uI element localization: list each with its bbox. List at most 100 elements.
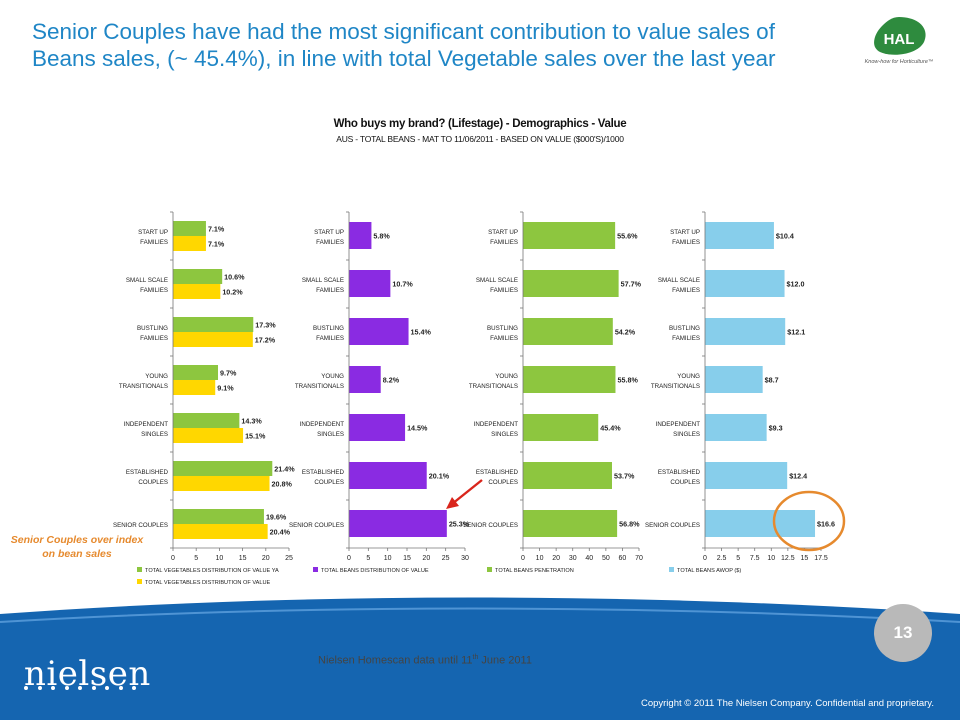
bar — [173, 269, 223, 284]
bar — [523, 366, 616, 393]
x-tick-label: 30 — [569, 555, 577, 562]
bar — [523, 318, 613, 345]
x-tick-label: 0 — [521, 555, 525, 562]
senior-couples-annotation: Senior Couples over index on bean sales — [10, 534, 144, 560]
highlight-circle — [772, 490, 846, 552]
category-label: START UP — [670, 229, 700, 236]
x-tick-label: 7.5 — [750, 555, 760, 562]
bar — [705, 222, 774, 249]
x-tick-label: 0 — [171, 555, 175, 562]
lifestage-bar-charts: START UP FAMILIES SMALL SCALE FAMILIES BUSTL… — [113, 211, 846, 586]
highlight-arrow — [451, 479, 483, 505]
bar — [173, 413, 240, 428]
category-label: TRANSITIONALS — [651, 383, 700, 390]
category-label: SENIOR COUPLES — [463, 522, 518, 529]
x-tick-label: 70 — [635, 555, 643, 562]
data-label: 20.1% — [429, 472, 450, 481]
category-label: BUSTLING — [137, 325, 168, 332]
category-label: SMALL SCALE — [302, 277, 344, 284]
data-label: 7.1% — [208, 240, 225, 249]
category-label: YOUNG — [145, 373, 168, 380]
data-label: 21.4% — [274, 465, 295, 474]
category-label: ESTABLISHED — [658, 469, 701, 476]
chart-title: Who buys my brand? (Lifestage) - Demogra… — [333, 118, 627, 130]
bar — [173, 221, 206, 236]
category-label: FAMILIES — [140, 239, 168, 246]
data-label: 15.1% — [245, 432, 266, 441]
arrow-head-icon — [446, 497, 459, 509]
bar — [705, 366, 763, 393]
x-tick-label: 15 — [403, 555, 411, 562]
data-label: 10.7% — [392, 280, 413, 289]
x-tick-label: 10 — [536, 555, 544, 562]
x-tick-label: 20 — [262, 555, 270, 562]
nielsen-logo: nielsen — [24, 654, 151, 694]
legend-swatch — [313, 567, 318, 572]
category-label: INDEPENDENT — [656, 421, 701, 428]
data-label: 20.8% — [272, 480, 293, 489]
bar — [349, 318, 409, 345]
x-tick-label: 10 — [767, 555, 775, 562]
data-label: 17.2% — [255, 336, 276, 345]
data-label: 9.7% — [220, 369, 237, 378]
category-label: TRANSITIONALS — [295, 383, 344, 390]
data-label: 45.4% — [600, 424, 621, 433]
category-label: FAMILIES — [490, 287, 518, 294]
legend-label: TOTAL BEANS DISTRIBUTION OF VALUE — [321, 568, 429, 574]
x-tick-label: 0 — [347, 555, 351, 562]
x-tick-label: 10 — [384, 555, 392, 562]
bar — [349, 462, 427, 489]
x-tick-label: 40 — [585, 555, 593, 562]
bar — [523, 462, 612, 489]
data-label: 19.6% — [266, 513, 287, 522]
bar — [173, 524, 268, 539]
bar — [705, 414, 767, 441]
data-label: 57.7% — [621, 280, 642, 289]
bar — [349, 510, 447, 537]
category-label: SENIOR COUPLES — [289, 522, 344, 529]
bar — [349, 414, 406, 441]
category-label: BUSTLING — [487, 325, 518, 332]
category-label: COUPLES — [488, 479, 518, 486]
data-label: 10.2% — [222, 288, 243, 297]
data-label: $12.1 — [787, 328, 805, 337]
hal-leaf-icon: HAL — [874, 17, 926, 55]
bar — [523, 222, 616, 249]
data-label: 7.1% — [208, 225, 225, 234]
category-label: START UP — [314, 229, 344, 236]
data-label: 25.3% — [449, 520, 470, 529]
legend-label: TOTAL VEGETABLES DISTRIBUTION OF VALUE Y… — [145, 568, 279, 574]
category-label: FAMILIES — [490, 239, 518, 246]
category-label: FAMILIES — [140, 335, 168, 342]
bar — [173, 365, 219, 380]
category-label: INDEPENDENT — [124, 421, 169, 428]
category-label: FAMILIES — [316, 287, 344, 294]
category-label: SENIOR COUPLES — [645, 522, 700, 529]
data-label: 14.3% — [241, 417, 262, 426]
data-label: 17.3% — [255, 321, 276, 330]
category-label: INDEPENDENT — [300, 421, 345, 428]
data-label: $10.4 — [776, 232, 794, 241]
x-tick-label: 25 — [285, 555, 293, 562]
data-label: 20.4% — [270, 528, 291, 537]
bar — [705, 318, 786, 345]
source-note-sup: th — [472, 654, 479, 661]
category-label: TRANSITIONALS — [469, 383, 518, 390]
slide-number: 13 — [874, 604, 932, 662]
category-label: FAMILIES — [672, 287, 700, 294]
legend-swatch — [137, 579, 142, 584]
legend-swatch — [137, 567, 142, 572]
data-label: 15.4% — [411, 328, 432, 337]
bar — [173, 236, 206, 251]
footer-band — [0, 597, 960, 720]
category-label: TRANSITIONALS — [119, 383, 168, 390]
logo-text: HAL — [884, 31, 915, 48]
x-tick-label: 2.5 — [717, 555, 727, 562]
bar — [173, 317, 254, 332]
data-label: 5.8% — [373, 232, 390, 241]
logo-tagline: Know-how for Horticulture™ — [864, 59, 934, 65]
legend-label: TOTAL BEANS PENETRATION — [495, 568, 574, 574]
category-label: YOUNG — [321, 373, 344, 380]
bar — [705, 270, 785, 297]
source-note-main: Nielsen Homescan data until 11 — [318, 654, 473, 667]
